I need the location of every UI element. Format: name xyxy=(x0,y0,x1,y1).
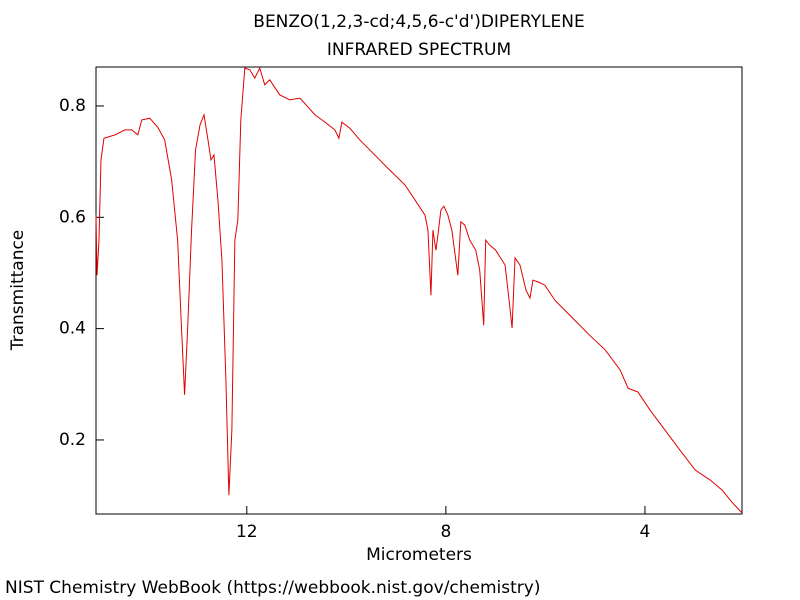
x-axis-label: Micrometers xyxy=(366,545,472,565)
y-axis-label: Transmittance xyxy=(8,230,28,352)
x-tick-label: 12 xyxy=(236,522,258,542)
source-note: NIST Chemistry WebBook (https://webbook.… xyxy=(5,578,540,598)
plot-frame xyxy=(95,66,743,515)
y-tick-label: 0.6 xyxy=(59,207,86,227)
y-tick-label: 0.4 xyxy=(59,319,86,339)
chart-title: BENZO(1,2,3-cd;4,5,6-c'd')DIPERYLENE xyxy=(253,12,584,32)
chart-subtitle: INFRARED SPECTRUM xyxy=(327,40,511,60)
x-tick-label: 8 xyxy=(440,522,451,542)
y-tick-label: 0.8 xyxy=(59,96,86,116)
spectrum-line xyxy=(95,66,743,514)
y-tick-label: 0.2 xyxy=(59,430,86,450)
x-tick-label: 4 xyxy=(640,522,651,542)
